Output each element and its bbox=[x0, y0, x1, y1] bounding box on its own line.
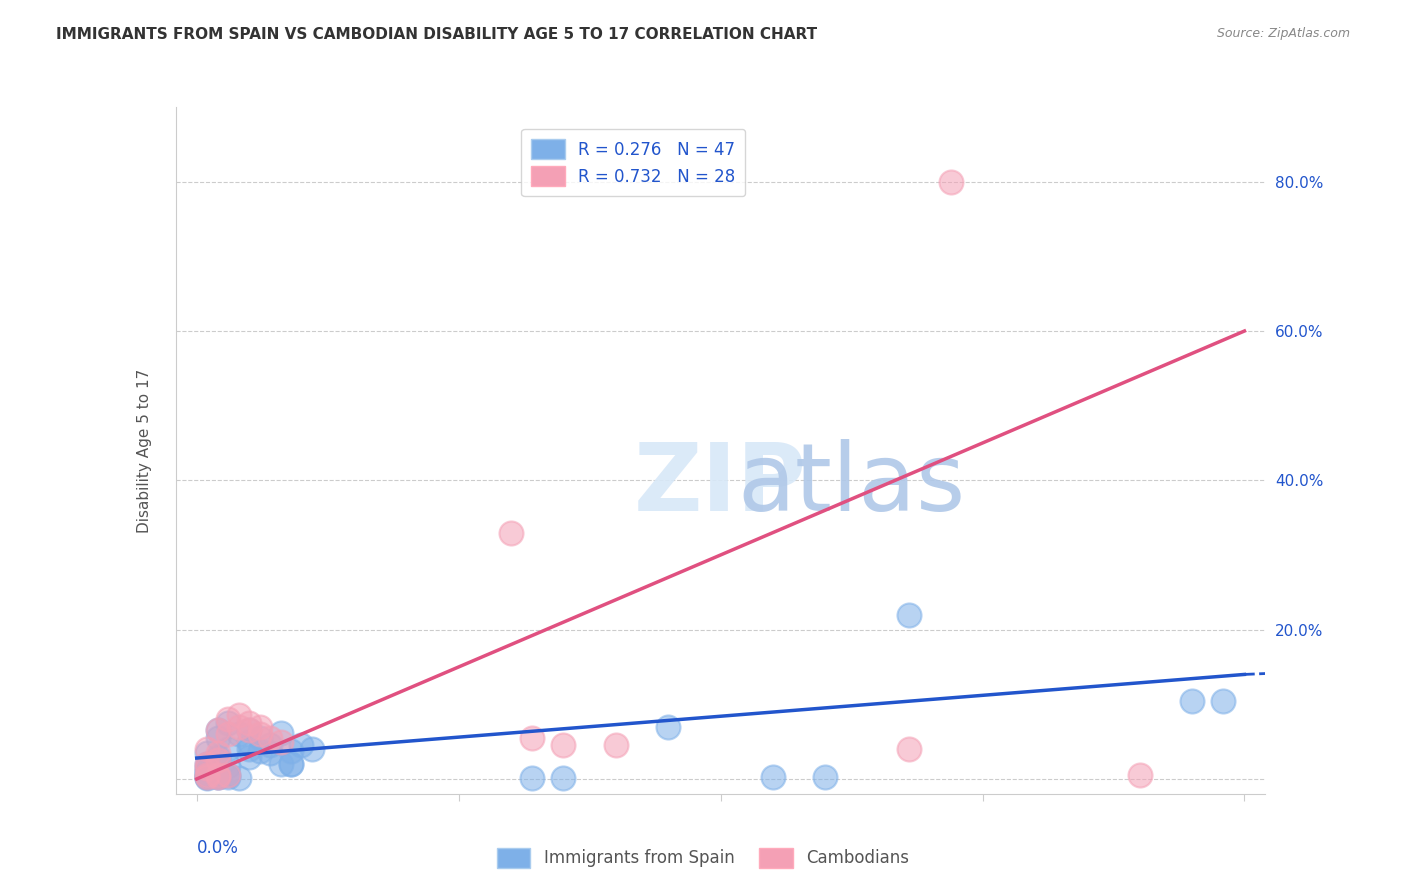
Point bbox=[605, 739, 627, 753]
Point bbox=[195, 742, 218, 756]
Point bbox=[520, 731, 543, 745]
Point bbox=[207, 749, 229, 764]
Point bbox=[195, 761, 218, 775]
Point bbox=[207, 768, 229, 782]
Point bbox=[290, 739, 312, 753]
Text: ZIP: ZIP bbox=[634, 439, 807, 531]
Point bbox=[195, 761, 218, 775]
Point bbox=[217, 712, 239, 726]
Point bbox=[301, 742, 323, 756]
Point bbox=[238, 749, 260, 764]
Point bbox=[939, 175, 962, 189]
Point bbox=[195, 771, 218, 785]
Point bbox=[217, 758, 239, 772]
Point bbox=[280, 757, 302, 772]
Point bbox=[195, 746, 218, 760]
Point bbox=[207, 768, 229, 782]
Point bbox=[259, 739, 281, 753]
Point bbox=[228, 708, 250, 723]
Point bbox=[195, 771, 218, 785]
Point bbox=[898, 607, 921, 622]
Text: IMMIGRANTS FROM SPAIN VS CAMBODIAN DISABILITY AGE 5 TO 17 CORRELATION CHART: IMMIGRANTS FROM SPAIN VS CAMBODIAN DISAB… bbox=[56, 27, 817, 42]
Point bbox=[280, 757, 302, 772]
Point bbox=[814, 771, 837, 785]
Point bbox=[195, 766, 218, 780]
Legend: R = 0.276   N = 47, R = 0.732   N = 28: R = 0.276 N = 47, R = 0.732 N = 28 bbox=[522, 129, 745, 196]
Point bbox=[207, 723, 229, 738]
Point bbox=[270, 734, 292, 748]
Point bbox=[280, 743, 302, 757]
Point bbox=[1181, 693, 1204, 707]
Point bbox=[249, 720, 271, 734]
Point bbox=[207, 770, 229, 784]
Point bbox=[207, 771, 229, 785]
Point bbox=[195, 768, 218, 782]
Point bbox=[238, 723, 260, 738]
Point bbox=[270, 757, 292, 772]
Legend: Immigrants from Spain, Cambodians: Immigrants from Spain, Cambodians bbox=[491, 841, 915, 875]
Point bbox=[217, 715, 239, 730]
Point bbox=[1129, 768, 1152, 782]
Point bbox=[762, 771, 785, 785]
Point bbox=[195, 757, 218, 772]
Point bbox=[553, 771, 575, 785]
Y-axis label: Disability Age 5 to 17: Disability Age 5 to 17 bbox=[138, 368, 152, 533]
Point bbox=[217, 771, 239, 785]
Point bbox=[217, 768, 239, 782]
Point bbox=[238, 734, 260, 748]
Point bbox=[249, 727, 271, 741]
Point bbox=[238, 715, 260, 730]
Point bbox=[195, 757, 218, 772]
Point bbox=[898, 742, 921, 756]
Point bbox=[217, 742, 239, 756]
Point bbox=[499, 525, 522, 540]
Point bbox=[207, 731, 229, 745]
Point bbox=[1212, 693, 1234, 707]
Point bbox=[553, 739, 575, 753]
Point bbox=[207, 768, 229, 782]
Point bbox=[207, 746, 229, 760]
Text: 0.0%: 0.0% bbox=[197, 838, 239, 856]
Point bbox=[238, 723, 260, 738]
Point bbox=[195, 764, 218, 779]
Point bbox=[249, 731, 271, 745]
Point bbox=[270, 725, 292, 739]
Point bbox=[207, 723, 229, 738]
Point bbox=[228, 771, 250, 785]
Point bbox=[657, 720, 679, 734]
Point bbox=[228, 727, 250, 741]
Point bbox=[195, 770, 218, 784]
Text: Source: ZipAtlas.com: Source: ZipAtlas.com bbox=[1216, 27, 1350, 40]
Point bbox=[217, 768, 239, 782]
Point bbox=[207, 771, 229, 785]
Point bbox=[217, 727, 239, 741]
Point bbox=[207, 753, 229, 767]
Point bbox=[238, 742, 260, 756]
Point bbox=[520, 771, 543, 785]
Point bbox=[228, 720, 250, 734]
Point bbox=[195, 768, 218, 782]
Point bbox=[207, 753, 229, 767]
Point bbox=[259, 746, 281, 760]
Point bbox=[259, 731, 281, 745]
Text: atlas: atlas bbox=[737, 439, 966, 531]
Point bbox=[195, 770, 218, 784]
Point bbox=[249, 743, 271, 757]
